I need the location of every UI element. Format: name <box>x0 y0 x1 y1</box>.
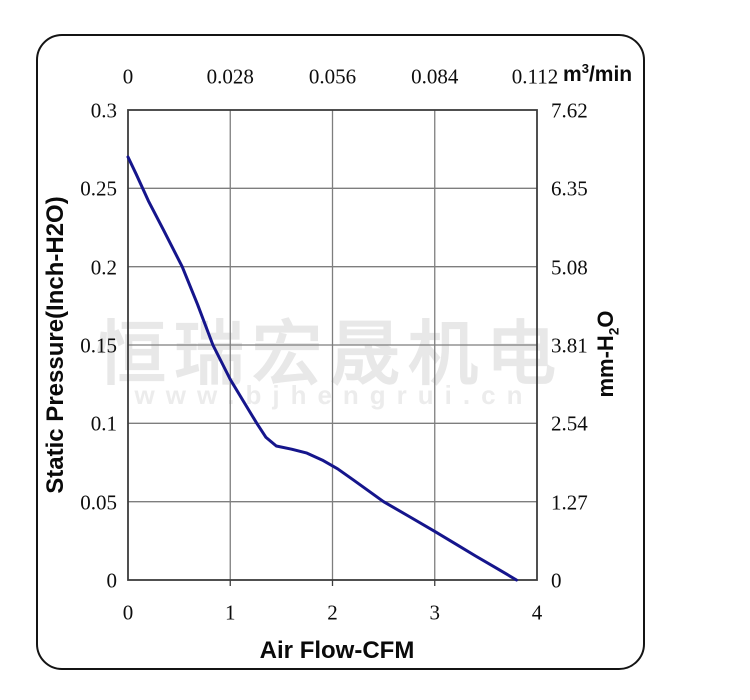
bottom-axis-tick-1: 1 <box>225 600 236 625</box>
watermark-company-text: 恒瑞宏晟机电 <box>96 315 564 393</box>
right-axis-tick-5: 1.27 <box>551 490 588 515</box>
left-axis-title: Static Pressure(Inch-H2O) <box>42 196 69 494</box>
top-axis-tick-1: 0.028 <box>206 64 254 89</box>
right-axis-tick-1: 6.35 <box>551 176 588 201</box>
left-axis-tick-1: 0.25 <box>80 176 117 201</box>
left-axis-tick-6: 0 <box>106 568 118 593</box>
plot-border <box>127 109 538 581</box>
top-axis-tick-4: 0.112 <box>511 64 559 89</box>
right-axis-tick-0: 7.62 <box>551 98 588 123</box>
bottom-axis-tick-2: 2 <box>327 600 338 625</box>
left-axis-tick-2: 0.2 <box>90 255 117 280</box>
right-axis-title: mm-H2O <box>593 310 622 398</box>
watermark-url-text: www.bjhengrui.cn <box>134 380 534 410</box>
top-axis-tick-3: 0.084 <box>411 64 459 89</box>
left-axis-tick-5: 0.05 <box>80 490 117 515</box>
x-axis-title: Air Flow-CFM <box>259 637 415 664</box>
top-axis-unit: m3/min <box>563 61 633 86</box>
bottom-axis-tick-0: 0 <box>122 600 134 625</box>
left-axis-tick-4: 0.1 <box>90 411 117 436</box>
chart-frame <box>36 34 645 670</box>
right-axis-tick-6: 0 <box>551 568 562 593</box>
right-axis-tick-2: 5.08 <box>551 255 588 280</box>
left-axis-tick-0: 0.3 <box>90 98 117 123</box>
bottom-axis-tick-3: 3 <box>429 600 441 625</box>
right-axis-tick-3: 3.81 <box>551 333 588 358</box>
right-axis-tick-4: 2.54 <box>551 411 588 436</box>
top-axis-tick-0: 0 <box>122 64 134 89</box>
left-axis-tick-3: 0.15 <box>80 333 117 358</box>
top-axis-tick-2: 0.056 <box>308 64 357 89</box>
bottom-axis-tick-4: 4 <box>531 600 543 625</box>
pressure-flow-curve <box>126 155 518 582</box>
